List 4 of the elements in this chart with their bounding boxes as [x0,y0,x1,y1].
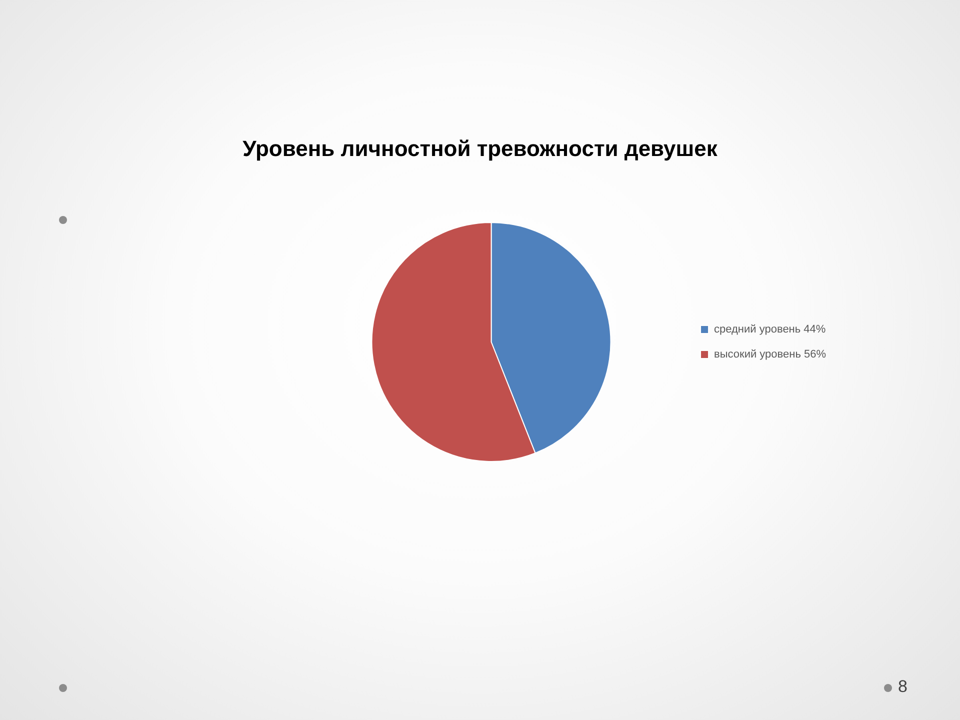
legend-label: высокий уровень 56% [714,348,826,361]
text: 8 [898,677,908,697]
legend-label: средний уровень 44% [714,324,826,336]
chart-title: Уровень личностной тревожности девушек [242,136,718,162]
